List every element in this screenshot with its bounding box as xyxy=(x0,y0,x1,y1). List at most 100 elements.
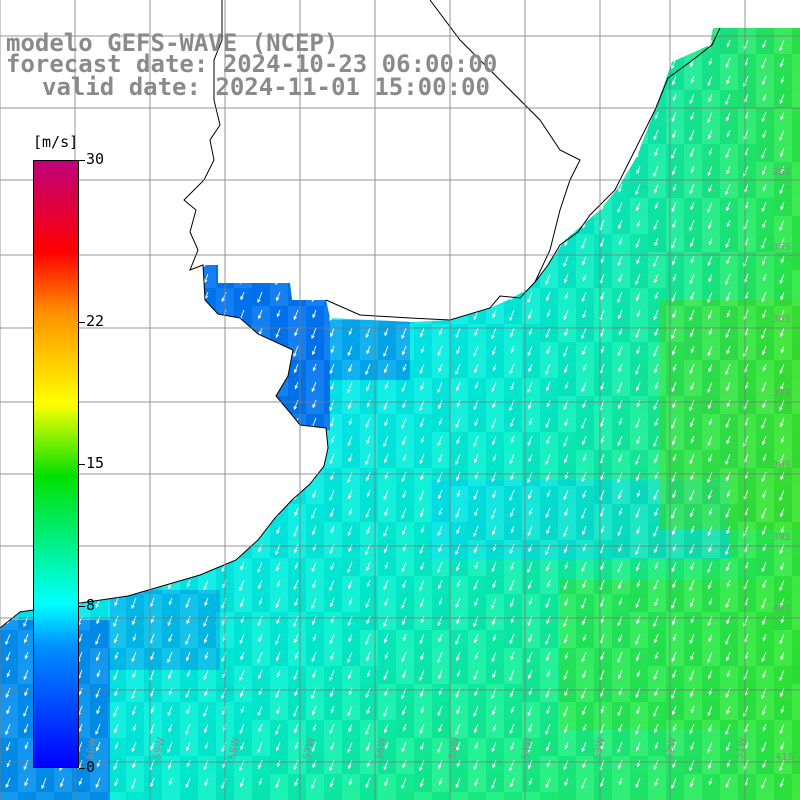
grid-cell xyxy=(522,702,540,720)
wind-arrow xyxy=(780,381,785,391)
wind-arrow xyxy=(168,669,173,680)
grid-cell xyxy=(612,720,630,738)
wind-arrow xyxy=(509,633,515,645)
grid-cell xyxy=(666,396,684,414)
grid-cell xyxy=(738,90,756,108)
grid-cell xyxy=(702,198,720,216)
grid-cell xyxy=(288,324,306,342)
wind-arrow xyxy=(420,327,425,338)
grid-cell xyxy=(144,666,162,684)
wind-arrow xyxy=(384,417,389,427)
grid-cell xyxy=(198,576,216,594)
grid-cell xyxy=(0,792,18,800)
grid-cell xyxy=(288,666,306,684)
wind-arrow xyxy=(653,579,659,591)
longitude-label: 52W xyxy=(664,736,679,760)
grid-cell xyxy=(612,270,630,288)
wind-arrow xyxy=(348,669,353,680)
colorbar-tick-mark xyxy=(79,464,85,465)
wind-arrow xyxy=(779,93,785,105)
grid-cell xyxy=(648,306,666,324)
wind-arrow xyxy=(384,597,389,607)
wind-arrow xyxy=(708,579,713,590)
wind-arrow xyxy=(563,705,569,718)
wind-arrow xyxy=(275,327,281,339)
grid-cell xyxy=(558,702,576,720)
grid-cell xyxy=(612,360,630,378)
grid-cell xyxy=(576,522,594,540)
wind-arrow xyxy=(762,489,767,499)
grid-cell xyxy=(252,612,270,630)
wind-arrow xyxy=(348,453,353,463)
wind-arrow xyxy=(708,363,713,373)
grid-cell xyxy=(342,486,360,504)
grid-cell xyxy=(648,270,666,288)
grid-cell xyxy=(648,504,666,522)
grid-cell xyxy=(792,576,800,594)
wind-arrow xyxy=(564,381,569,390)
wind-arrow xyxy=(617,381,623,394)
grid-cell xyxy=(360,612,378,630)
wind-arrow xyxy=(600,381,605,391)
wind-arrow xyxy=(95,723,101,736)
grid-cell xyxy=(324,684,342,702)
grid-cell xyxy=(594,738,612,756)
grid-cell xyxy=(684,288,702,306)
wind-arrow xyxy=(546,381,551,392)
wind-arrow xyxy=(779,183,785,195)
longitude-labels: 60W 59W 58W 57W 56W 55W 54W 53W 52W 51W 41S xyxy=(84,736,794,763)
grid-cell xyxy=(684,198,702,216)
grid-cell xyxy=(288,306,306,324)
grid-cell xyxy=(738,756,756,774)
wind-arrow xyxy=(780,237,785,248)
wind-arrow xyxy=(654,381,659,390)
grid-cell xyxy=(576,702,594,720)
wind-arrow xyxy=(564,651,569,660)
grid-cell xyxy=(774,144,792,162)
grid-cell xyxy=(234,648,252,666)
wind-arrow xyxy=(527,381,533,394)
grid-cell xyxy=(792,504,800,522)
grid-cell xyxy=(774,576,792,594)
wind-arrow xyxy=(366,705,371,715)
grid-cell xyxy=(396,504,414,522)
grid-cell xyxy=(486,396,504,414)
wind-arrow xyxy=(24,723,29,734)
wind-arrow xyxy=(491,777,497,790)
wind-arrow xyxy=(492,453,497,462)
wind-arrow xyxy=(509,363,515,375)
grid-cell xyxy=(684,792,702,800)
grid-cell xyxy=(540,504,558,522)
grid-cell xyxy=(414,630,432,648)
grid-cell xyxy=(612,522,630,540)
grid-cell xyxy=(792,558,800,576)
wind-arrow xyxy=(653,489,659,501)
grid-cell xyxy=(414,504,432,522)
grid-cell xyxy=(180,594,198,612)
grid-cell xyxy=(738,486,756,504)
grid-cell xyxy=(720,738,738,756)
wind-arrow xyxy=(348,723,353,733)
wind-arrow xyxy=(366,399,371,408)
wind-arrow xyxy=(257,561,263,574)
wind-arrow xyxy=(761,57,767,70)
wind-arrow xyxy=(654,363,659,374)
grid-cell xyxy=(756,594,774,612)
grid-cell xyxy=(126,738,144,756)
grid-cell xyxy=(684,540,702,558)
grid-cell xyxy=(252,558,270,576)
grid-cell xyxy=(738,612,756,630)
grid-cell xyxy=(648,144,666,162)
grid-cell xyxy=(558,630,576,648)
grid-cell xyxy=(360,720,378,738)
wind-arrow xyxy=(636,489,641,498)
wind-arrow xyxy=(707,381,713,394)
wind-arrow xyxy=(293,345,299,358)
grid-cell xyxy=(558,594,576,612)
wind-arrow xyxy=(276,669,281,678)
wind-arrow xyxy=(546,435,551,445)
wind-arrow xyxy=(707,525,713,537)
wind-arrow xyxy=(456,399,461,408)
wind-arrow xyxy=(689,363,695,375)
grid-cell xyxy=(792,450,800,468)
